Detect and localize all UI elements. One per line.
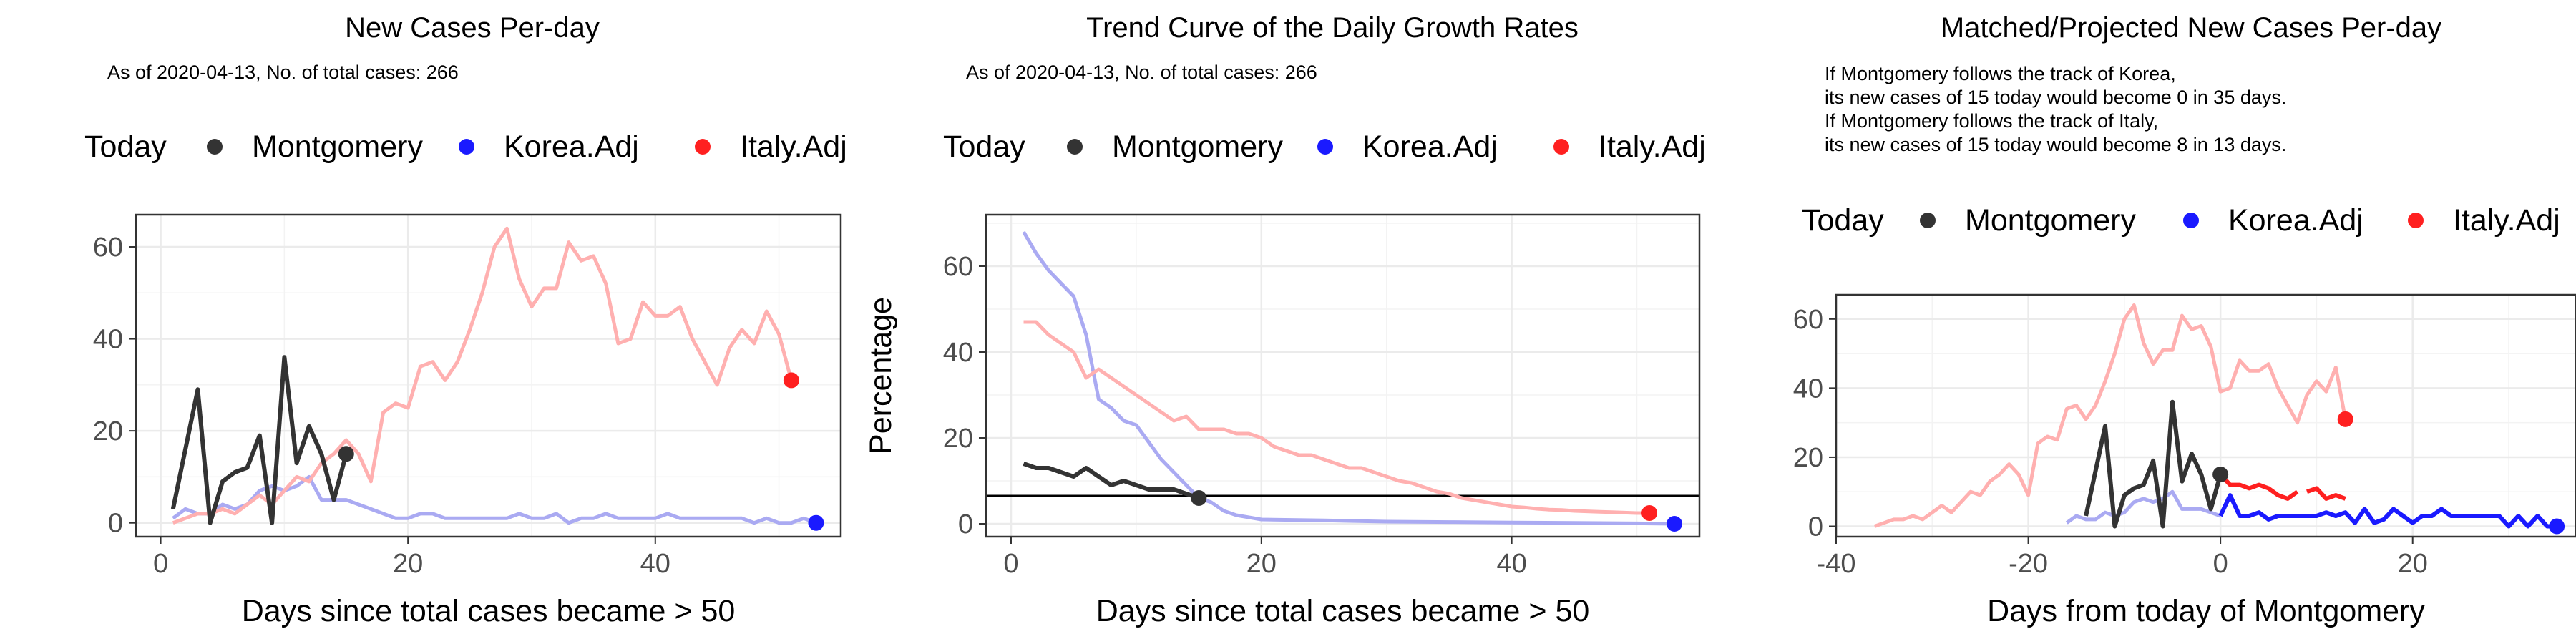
chart-panel-2: Trend Curve of the Daily Growth Rates As … <box>864 12 1706 628</box>
x-tick-label: 0 <box>2213 549 2228 579</box>
series-line-italy-adj <box>172 226 794 525</box>
y-tick-label: 40 <box>943 338 973 368</box>
y-tick-label: 60 <box>1793 305 1823 335</box>
y-tick-label: 0 <box>1808 512 1823 542</box>
grid-lines <box>136 215 841 537</box>
plot-border <box>1835 293 2576 538</box>
today-marker-italy-adj <box>1641 505 1658 521</box>
x-tick-label: 0 <box>1003 549 1018 579</box>
today-marker-korea-adj <box>808 514 824 531</box>
legend-label-italy: Italy.Adj <box>1599 130 1706 164</box>
legend-key-montgomery <box>1067 139 1083 155</box>
grid-lines <box>1835 295 2576 537</box>
series-group <box>986 230 1699 526</box>
legend-label-korea: Korea.Adj <box>2228 203 2363 238</box>
legend-key-korea <box>1317 139 1333 155</box>
y-tick-label: 20 <box>943 424 973 454</box>
y-axis-label: Percentage <box>864 297 898 454</box>
legend-key-italy <box>1553 139 1569 155</box>
x-tick-label: 0 <box>153 549 168 579</box>
legend-key-korea <box>2183 213 2199 228</box>
today-marker-korea-adj-projected <box>2549 518 2565 535</box>
y-tick-label: 20 <box>93 416 123 447</box>
chart-legend: Today Montgomery Korea.Adj Italy.Adj <box>84 130 847 164</box>
x-axis-label: Days since total cases became > 50 <box>242 594 736 628</box>
chart-subtitle: As of 2020-04-13, No. of total cases: 26… <box>966 62 1317 83</box>
chart-subtitle-line: If Montgomery follows the track of Korea… <box>1825 63 2176 84</box>
chart-legend: Today Montgomery Korea.Adj Italy.Adj <box>1802 203 2560 238</box>
grid-lines <box>986 215 1699 537</box>
legend-key-montgomery <box>1920 213 1936 228</box>
plot-border <box>135 213 842 538</box>
today-marker-korea-adj <box>1667 516 1683 532</box>
y-tick-label: 60 <box>93 233 123 263</box>
legend-label-montgomery: Montgomery <box>1965 203 2136 238</box>
legend-label-korea: Korea.Adj <box>504 130 639 164</box>
series-line-korea-adj <box>172 474 817 525</box>
y-tick-label: 40 <box>93 325 123 355</box>
legend-key-italy <box>695 139 711 155</box>
x-axis-label: Days since total cases became > 50 <box>1096 594 1590 628</box>
series-line-korea-adj <box>2065 489 2221 525</box>
today-marker-italy-adj <box>2337 411 2353 427</box>
legend-key-korea <box>459 139 474 155</box>
series-line-italy-adj <box>1023 320 1649 515</box>
series-line-italy-adj <box>1873 303 2348 528</box>
legend-title: Today <box>1802 203 1884 238</box>
legend-key-montgomery <box>207 139 223 155</box>
legend-label-italy: Italy.Adj <box>740 130 847 164</box>
legend-title: Today <box>84 130 167 164</box>
chart-subtitle: As of 2020-04-13, No. of total cases: 26… <box>107 62 459 83</box>
axis-ticks: -40 -20 0 20 0 20 40 60 <box>1793 305 2428 579</box>
y-tick-label: 20 <box>1793 443 1823 473</box>
chart-panel-1: New Cases Per-day As of 2020-04-13, No. o… <box>84 12 847 628</box>
legend-label-korea: Korea.Adj <box>1362 130 1498 164</box>
chart-title: Trend Curve of the Daily Growth Rates <box>1086 12 1579 44</box>
series-line-montgomery <box>170 355 348 525</box>
plot-border <box>985 213 1701 538</box>
series-line-montgomery <box>2084 399 2223 529</box>
series-group <box>170 226 817 525</box>
series-line-korea-adj-projected <box>2218 493 2557 529</box>
today-marker-montgomery <box>1191 490 1207 506</box>
y-tick-label: 0 <box>108 509 123 539</box>
x-tick-label: 20 <box>393 549 423 579</box>
chart-panel-3: Matched/Projected New Cases Per-day If Mo… <box>1793 12 2576 628</box>
x-tick-label: 20 <box>1246 549 1277 579</box>
legend-key-italy <box>2408 213 2424 228</box>
series-line-korea-adj <box>1022 230 1675 526</box>
axis-ticks: 0 20 40 0 20 40 60 <box>943 252 1527 579</box>
legend-label-italy: Italy.Adj <box>2453 203 2560 238</box>
today-marker-montgomery <box>2212 467 2229 483</box>
x-tick-label: 20 <box>2398 549 2428 579</box>
today-marker-montgomery <box>338 446 354 462</box>
x-axis-label: Days from today of Montgomery <box>1987 594 2425 628</box>
chart-title: New Cases Per-day <box>345 12 600 44</box>
series-line-italy-adj-projected <box>2218 473 2346 501</box>
today-marker-italy-adj <box>783 372 799 389</box>
legend-label-montgomery: Montgomery <box>1112 130 1283 164</box>
y-tick-label: 40 <box>1793 374 1823 404</box>
axis-ticks: 0 20 40 0 20 40 60 <box>93 233 670 579</box>
chart-subtitle-line: If Montgomery follows the track of Italy… <box>1825 110 2158 132</box>
x-tick-label: 40 <box>640 549 670 579</box>
x-tick-label: 40 <box>1496 549 1526 579</box>
chart-subtitle-line: its new cases of 15 today would become 8… <box>1825 134 2286 155</box>
chart-legend: Today Montgomery Korea.Adj Italy.Adj <box>943 130 1706 164</box>
legend-title: Today <box>943 130 1025 164</box>
x-tick-label: -40 <box>1817 549 1856 579</box>
legend-label-montgomery: Montgomery <box>252 130 423 164</box>
x-tick-label: -20 <box>2009 549 2048 579</box>
chart-subtitle-line: its new cases of 15 today would become 0… <box>1825 87 2286 108</box>
y-tick-label: 0 <box>958 509 973 540</box>
series-line-montgomery <box>1023 462 1200 500</box>
series-group <box>1873 303 2557 529</box>
y-tick-label: 60 <box>943 252 973 282</box>
chart-title: Matched/Projected New Cases Per-day <box>1941 12 2441 44</box>
